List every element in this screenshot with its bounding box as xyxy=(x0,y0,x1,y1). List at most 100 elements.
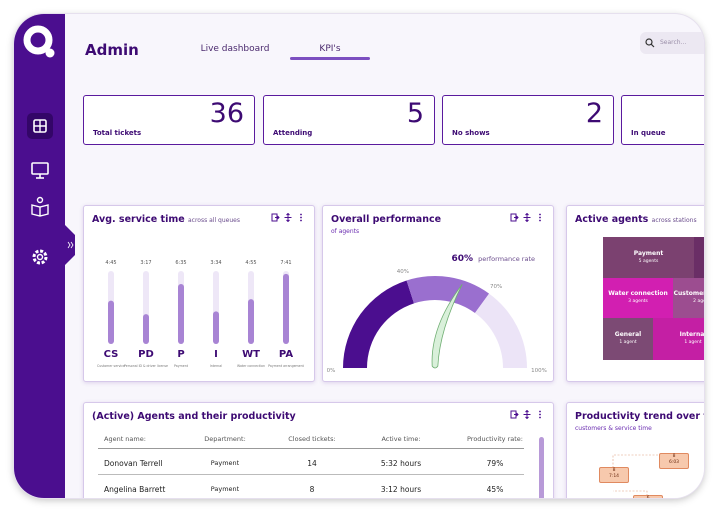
settings-icon[interactable] xyxy=(27,244,53,270)
export-icon xyxy=(510,410,519,419)
station-name: Payment xyxy=(633,249,664,257)
category-name: Personal ID & driver license xyxy=(124,364,168,368)
bar-value-label: 4:55 xyxy=(245,260,256,266)
performance-value: 60% xyxy=(451,254,473,264)
export-icon xyxy=(510,213,519,222)
column-header: Active time: xyxy=(381,435,421,443)
logo[interactable] xyxy=(22,24,58,60)
menu-dot xyxy=(539,219,541,222)
table-cell: Angelina Barrett xyxy=(104,485,166,494)
trend-node: 8 6:03 xyxy=(659,453,689,469)
menu-dot xyxy=(539,413,541,416)
search-placeholder: Search... xyxy=(660,39,687,46)
category-name: Internal xyxy=(210,364,222,368)
category-name: Customer service xyxy=(97,364,125,368)
category-code: WT xyxy=(242,349,260,360)
category-name: Payment arrangement xyxy=(268,364,305,368)
gauge-needle xyxy=(431,284,463,369)
node-count: 8 xyxy=(672,454,676,459)
gauge-tick-label: 40% xyxy=(397,269,409,275)
card-title: Overall performance xyxy=(331,214,442,225)
station-agents: 1 agent xyxy=(684,340,702,345)
card-title: Active agents across stations xyxy=(575,214,697,225)
station-name: Internal xyxy=(679,331,704,338)
scrollbar[interactable] xyxy=(539,437,544,498)
performance-summary: 60% performance rate xyxy=(451,246,535,265)
card-tools[interactable] xyxy=(510,410,544,419)
bar xyxy=(178,283,184,344)
menu-dot xyxy=(539,213,541,216)
kpi-label: No shows xyxy=(452,129,490,137)
category-code: P xyxy=(177,349,184,360)
tab[interactable]: KPI's xyxy=(319,44,341,54)
table-cell: 5:32 hours xyxy=(380,459,422,468)
dashboard-icon[interactable] xyxy=(27,113,53,139)
gauge-band xyxy=(474,293,527,368)
card-subtitle: across stations xyxy=(651,217,697,224)
bar-value-label: 4:45 xyxy=(105,260,116,266)
row-divider xyxy=(98,448,524,449)
kpi-label: In queue xyxy=(631,129,666,137)
bar xyxy=(143,314,149,344)
node-time: 7:14 xyxy=(608,474,620,479)
card-tools[interactable] xyxy=(510,213,544,222)
kpi-value: 5 xyxy=(406,98,424,129)
bar xyxy=(283,273,289,344)
card-subtitle: of agents xyxy=(331,228,360,235)
gauge-tick-label: 100% xyxy=(531,368,547,374)
node-time: 6:03 xyxy=(668,460,680,465)
kpi-label: Attending xyxy=(273,129,313,137)
card-title: Productivity trend over time xyxy=(575,411,704,422)
bar-value-label: 7:41 xyxy=(280,260,291,266)
table-cell: 14 xyxy=(307,459,317,468)
column-header: Productivity rate: xyxy=(467,435,523,443)
category-code: I xyxy=(214,349,218,360)
menu-dot xyxy=(539,416,541,419)
category-code: PA xyxy=(279,349,293,360)
kpi-value: 2 xyxy=(585,98,603,129)
gauge-tick-label: 70% xyxy=(490,284,502,290)
kpi-label: Total tickets xyxy=(93,129,142,137)
bar xyxy=(213,311,219,344)
sidebar-toggle[interactable] xyxy=(65,225,75,265)
service-time-chart: 4:45 CS Customer service 3:17 PD Personal ID … xyxy=(97,260,305,368)
row-divider xyxy=(98,474,524,475)
tab[interactable]: Live dashboard xyxy=(200,44,270,54)
bar-value-label: 6:35 xyxy=(175,260,186,266)
card-title: Avg. service time across all queues xyxy=(92,214,240,225)
node-count: 8 xyxy=(612,468,616,473)
bar xyxy=(248,299,254,344)
table-cell: 8 xyxy=(309,485,315,494)
performance-card: Overall performance of agents 60% perfor… xyxy=(322,205,554,382)
table-cell: 45% xyxy=(486,485,504,494)
kpi-card: 2 No shows xyxy=(442,95,614,145)
station-agents: 1 agent xyxy=(619,340,637,345)
table-cell: Donovan Terrell xyxy=(104,459,163,468)
page-title: Admin xyxy=(85,41,139,59)
treemap-cell: Internal 1 agent xyxy=(653,318,704,360)
app-window: Admin Live dashboard KPI's Search... 36 T… xyxy=(14,14,704,498)
station-name: General xyxy=(614,331,642,338)
menu-dot xyxy=(539,410,541,413)
menu-dot xyxy=(300,219,302,222)
treemap-cell: Water connection 3 agents xyxy=(603,278,673,318)
kpi-card: In queue xyxy=(621,95,704,145)
search-box[interactable]: Search... xyxy=(640,32,704,54)
station-name: Customer service xyxy=(673,290,704,297)
trend-card: Productivity trend over time customers &… xyxy=(566,402,704,498)
bar-value-label: 3:17 xyxy=(140,260,151,266)
book-icon[interactable] xyxy=(27,193,53,219)
column-header: Department: xyxy=(204,435,246,443)
station-agents: 5 agents xyxy=(638,258,659,264)
bar xyxy=(108,300,114,344)
card-tools[interactable] xyxy=(271,213,305,222)
sidebar xyxy=(14,14,65,498)
node-count: 6 xyxy=(634,496,662,498)
move-icon xyxy=(523,213,531,222)
gauge-tick-label: 0% xyxy=(327,368,336,374)
table-cell: 3:12 hours xyxy=(380,485,422,494)
menu-dot xyxy=(300,213,302,216)
monitor-icon[interactable] xyxy=(27,157,53,183)
station-agents: 2 agents xyxy=(693,299,704,304)
table-cell: 79% xyxy=(486,459,504,468)
